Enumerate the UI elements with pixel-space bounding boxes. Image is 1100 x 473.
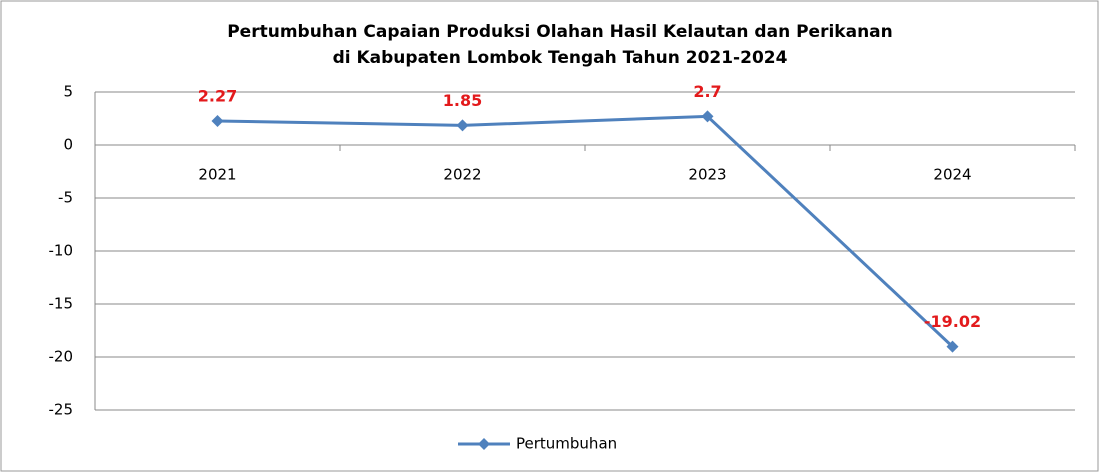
y-tick-label: -25 <box>49 401 74 419</box>
data-label: 2.7 <box>693 82 721 101</box>
y-tick-label: 0 <box>63 136 73 154</box>
data-label: 1.85 <box>443 91 482 110</box>
legend-label: Pertumbuhan <box>516 435 617 453</box>
chart-title: Pertumbuhan Capaian Produksi Olahan Hasi… <box>227 22 893 42</box>
series-line <box>217 114 954 348</box>
y-tick-label: -10 <box>49 242 74 260</box>
x-tick-label: 2023 <box>688 166 726 184</box>
chart-title: di Kabupaten Lombok Tengah Tahun 2021-20… <box>333 48 788 68</box>
data-label: 2.27 <box>198 86 237 105</box>
data-point <box>946 340 959 353</box>
y-tick-label: -15 <box>49 295 74 313</box>
data-label: -19.02 <box>924 312 981 331</box>
data-point <box>456 119 469 132</box>
legend-marker <box>478 438 490 450</box>
data-point <box>211 114 224 127</box>
x-tick-label: 2024 <box>933 166 971 184</box>
y-tick-label: -5 <box>58 189 73 207</box>
y-tick-label: -20 <box>49 348 74 366</box>
x-tick-label: 2022 <box>443 166 481 184</box>
y-tick-label: 5 <box>63 83 73 101</box>
data-point <box>701 110 714 123</box>
x-tick-label: 2021 <box>198 166 236 184</box>
